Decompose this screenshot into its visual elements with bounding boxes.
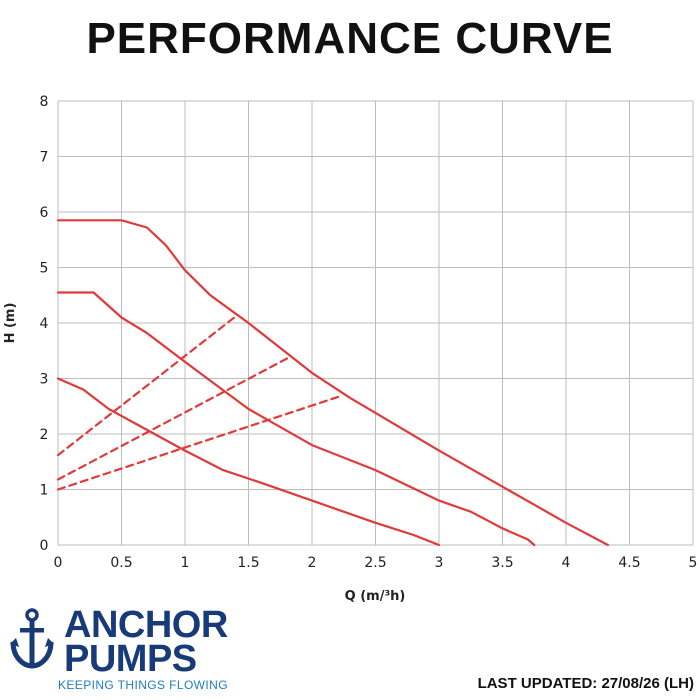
x-tick-label: 4.5 xyxy=(618,555,640,571)
x-tick-label: 4 xyxy=(562,555,571,571)
x-axis-label: Q (m/³h) xyxy=(345,589,406,604)
chart-series xyxy=(56,219,609,547)
pump-curve-2 xyxy=(56,291,536,547)
chart-grid xyxy=(57,100,694,546)
logo-brand-line-2: PUMPS xyxy=(64,638,197,680)
dashed-curve-4 xyxy=(56,315,237,457)
x-tick-label: 3 xyxy=(435,555,444,571)
logo-tagline: KEEPING THINGS FLOWING xyxy=(58,678,228,692)
x-tick-label: 1 xyxy=(181,555,190,571)
x-tick-label: 5 xyxy=(689,555,698,571)
chart-title: PERFORMANCE CURVE xyxy=(86,14,614,63)
anchor-pumps-logo: ANCHOR PUMPS KEEPING THINGS FLOWING xyxy=(6,606,256,696)
y-tick-label: 8 xyxy=(40,94,49,110)
x-tick-label: 1.5 xyxy=(237,555,259,571)
y-tick-label: 5 xyxy=(40,261,49,277)
last-updated-text: LAST UPDATED: 27/08/26 (LH) xyxy=(477,675,694,692)
x-tick-label: 0.5 xyxy=(110,555,132,571)
logo-brand-line-1: ANCHOR xyxy=(64,604,228,646)
y-tick-label: 3 xyxy=(40,372,49,388)
x-tick-label: 2.5 xyxy=(364,555,386,571)
pump-curve-1 xyxy=(56,219,609,547)
y-tick-label: 1 xyxy=(40,483,49,499)
pump-curve-3 xyxy=(56,377,441,547)
y-tick-label: 7 xyxy=(40,150,49,166)
y-tick-label: 2 xyxy=(40,427,49,443)
y-axis-label: H (m) xyxy=(3,303,18,344)
y-tick-label: 4 xyxy=(40,316,49,332)
x-tick-label: 0 xyxy=(54,555,63,571)
dashed-curve-5 xyxy=(56,356,291,481)
x-tick-label: 3.5 xyxy=(491,555,513,571)
x-tick-label: 2 xyxy=(308,555,317,571)
axis-ticks: 0 0.5 1 1.5 2 2.5 3 3.5 4 4.5 5 0 1 2 3 4 5 6 7 8 xyxy=(40,94,698,571)
dashed-curve-6 xyxy=(56,395,341,491)
anchor-icon xyxy=(10,608,54,669)
y-tick-label: 6 xyxy=(40,205,49,221)
y-tick-label: 0 xyxy=(40,538,49,554)
